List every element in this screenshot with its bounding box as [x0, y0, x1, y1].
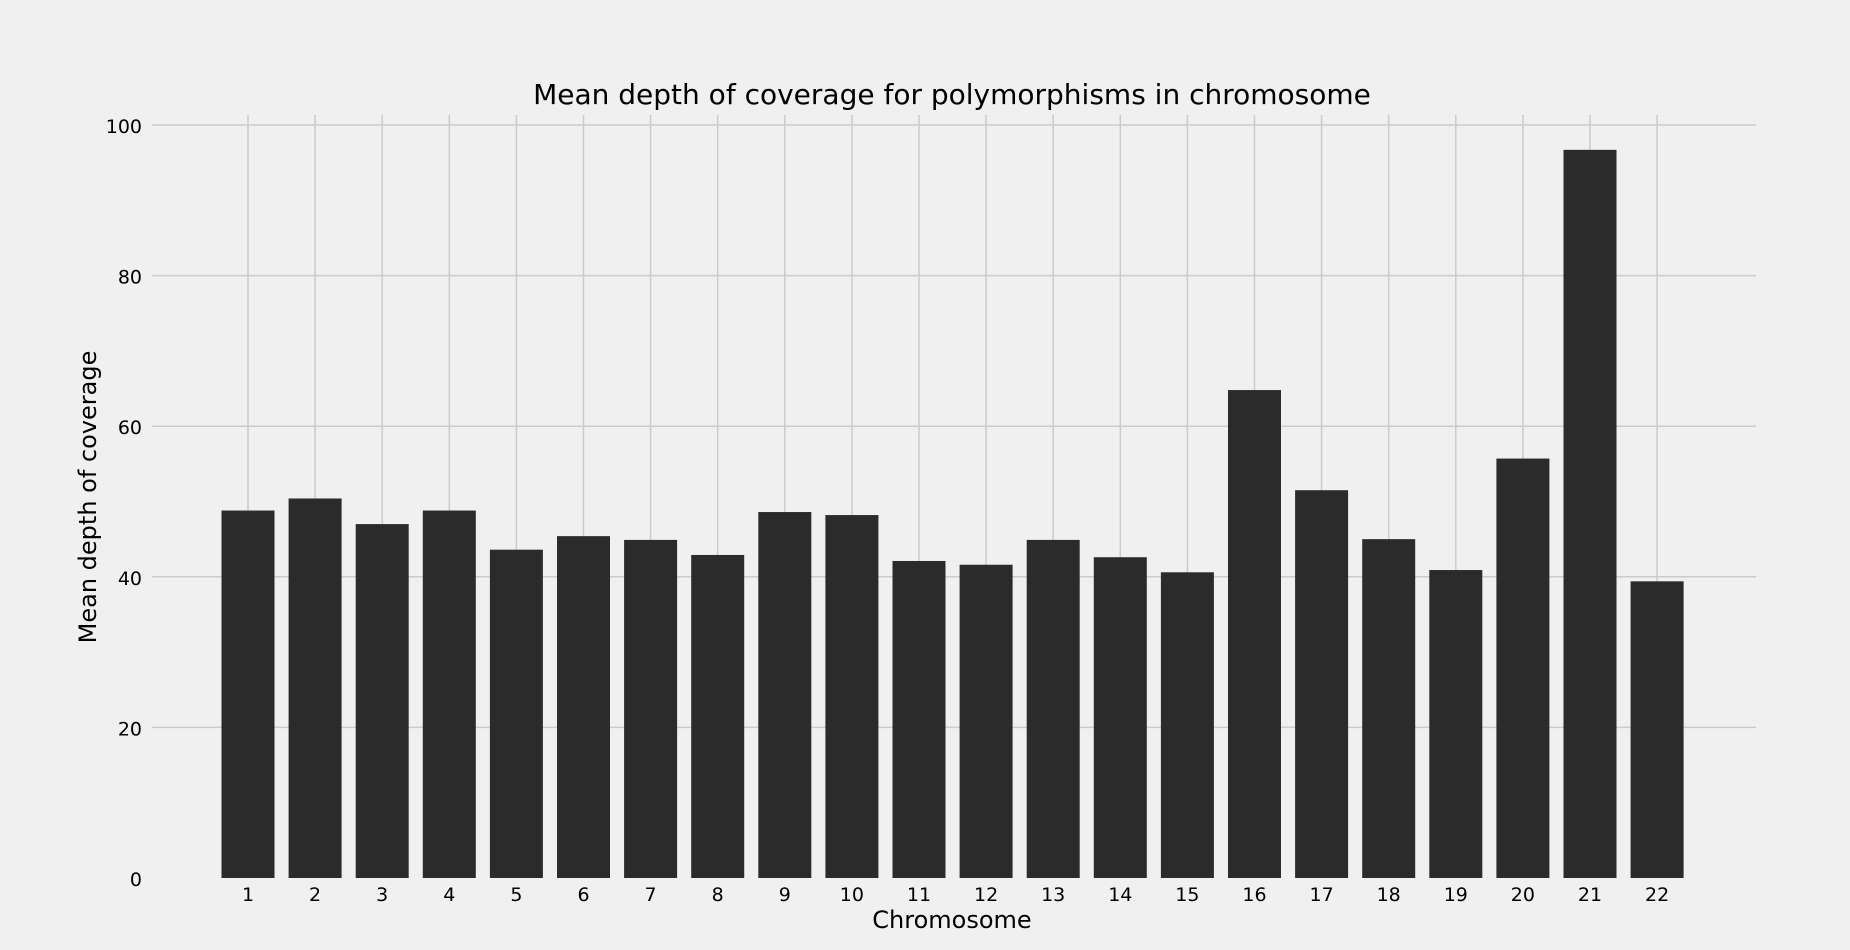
- x-tick-label: 1: [242, 884, 254, 906]
- y-tick-label: 40: [118, 568, 142, 590]
- bar: [1496, 458, 1550, 878]
- x-tick-label: 16: [1242, 884, 1266, 906]
- x-tick-label: 14: [1108, 884, 1132, 906]
- x-tick-label: 15: [1175, 884, 1199, 906]
- y-tick-label: 20: [118, 718, 142, 740]
- bar: [758, 512, 812, 878]
- y-axis-label: Mean depth of coverage: [74, 351, 102, 644]
- bar: [959, 564, 1013, 878]
- x-tick-label: 3: [376, 884, 388, 906]
- x-tick-label: 9: [779, 884, 791, 906]
- x-tick-label: 17: [1310, 884, 1334, 906]
- bar: [1295, 490, 1349, 878]
- bar: [1228, 390, 1281, 878]
- bar: [1362, 539, 1416, 878]
- bar: [624, 539, 678, 878]
- x-tick-label: 19: [1444, 884, 1468, 906]
- bar: [288, 498, 342, 878]
- x-tick-label: 21: [1578, 884, 1602, 906]
- bar: [892, 560, 946, 878]
- bar: [355, 524, 409, 878]
- y-tick-label: 80: [118, 267, 142, 289]
- chart-title: Mean depth of coverage for polymorphisms…: [533, 78, 1371, 111]
- x-tick-label: 12: [974, 884, 998, 906]
- x-tick-label: 20: [1511, 884, 1535, 906]
- y-tick-label: 100: [106, 116, 142, 138]
- x-tick-label: 22: [1645, 884, 1669, 906]
- bar: [1093, 557, 1147, 878]
- x-axis-label: Chromosome: [872, 906, 1031, 934]
- bar: [221, 510, 275, 878]
- x-tick-label: 13: [1041, 884, 1065, 906]
- x-tick-label: 11: [907, 884, 931, 906]
- bar: [489, 549, 543, 878]
- x-tick-label: 7: [645, 884, 657, 906]
- x-tick-label: 2: [309, 884, 321, 906]
- x-axis-ticks: 1 2 3 4 5 6 7 8 9 10 11 12 13 14 15 16 17 18 19 20 21 22: [242, 884, 1669, 906]
- x-tick-label: 4: [443, 884, 455, 906]
- x-tick-label: 6: [577, 884, 589, 906]
- y-tick-label: 60: [118, 417, 142, 439]
- bar: [825, 515, 879, 878]
- x-tick-label: 10: [840, 884, 864, 906]
- x-tick-label: 18: [1377, 884, 1401, 906]
- bar: [691, 554, 745, 878]
- bar: [557, 536, 610, 878]
- y-axis-ticks: 0 20 40 60 80 100: [106, 116, 142, 891]
- bar: [1026, 539, 1080, 878]
- bars: [221, 149, 1684, 878]
- bar: [422, 510, 476, 878]
- bar: [1563, 149, 1617, 878]
- y-tick-label: 0: [130, 869, 142, 891]
- bar: [1429, 570, 1483, 878]
- x-tick-label: 5: [510, 884, 522, 906]
- bar: [1160, 572, 1214, 878]
- bar: [1630, 581, 1684, 878]
- x-tick-label: 8: [712, 884, 724, 906]
